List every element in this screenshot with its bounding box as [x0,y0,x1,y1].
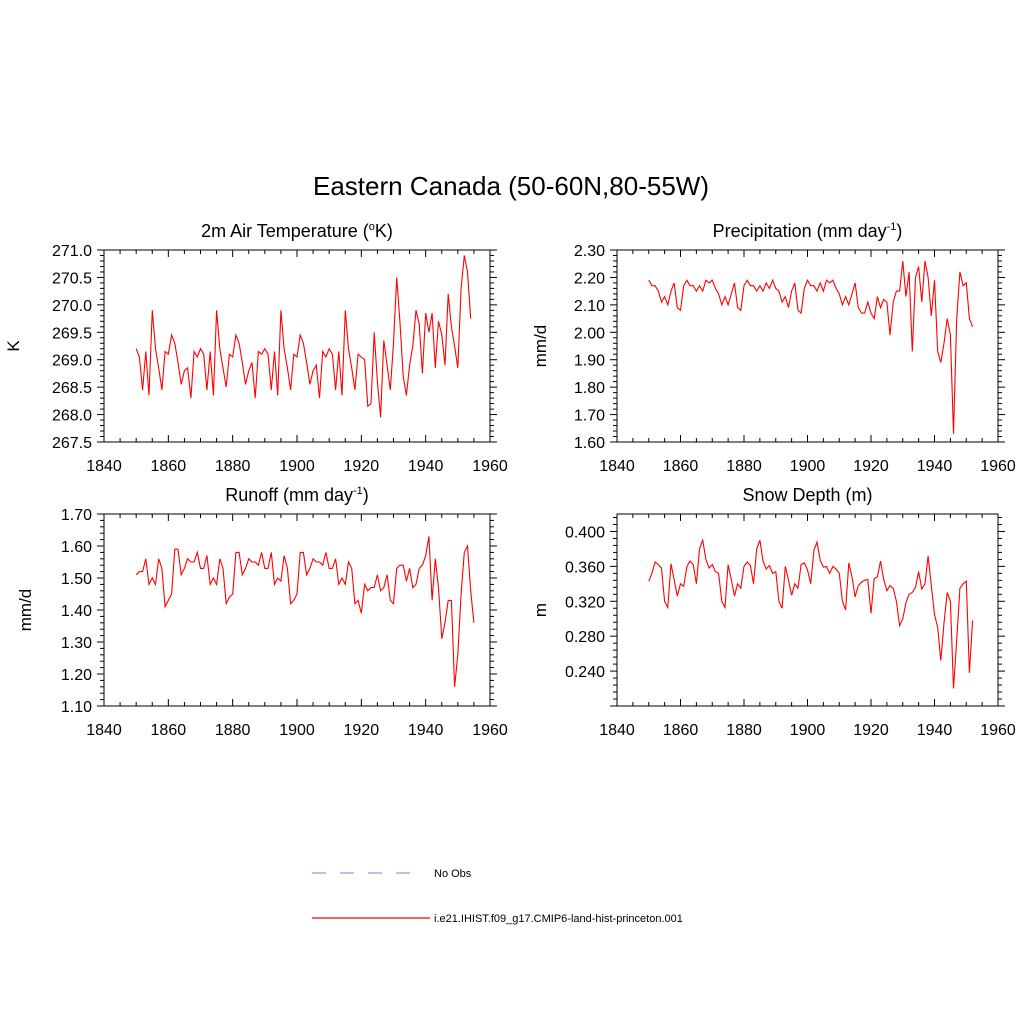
y-tick-label: 268.0 [52,408,92,425]
panel-title-air-temperature: 2m Air Temperature (oK) [201,221,393,241]
x-tick-label: 1940 [408,458,444,475]
panel-snow-depth: 1840 1860 1880 1900 1920 1940 1960 0.240 0.280 0.… [531,485,1016,739]
y-axis-label-runoff: mm/d [16,589,35,632]
plot-frame-runoff [103,513,491,707]
x-tick-label: 1900 [279,458,315,475]
series-line-precipitation [648,260,974,434]
y-tick-label: 1.70 [574,408,605,425]
y-tick-label: 1.70 [61,507,92,524]
panel-title-runoff: Runoff (mm day-1) [225,485,369,505]
y-tick-label: 0.360 [565,559,605,576]
x-tick-label: 1920 [344,722,380,739]
y-axis-label-snow-depth: m [531,603,550,617]
x-tick-label: 1960 [980,722,1016,739]
x-tick-label: 1840 [599,458,635,475]
y-tick-label: 1.40 [61,603,92,620]
panel-title-superscript: -1 [887,221,897,233]
y-tick-label: 1.50 [61,571,92,588]
plot-frame-air-temperature [103,249,491,443]
x-tick-label: 1880 [215,458,251,475]
x-tick-label: 1900 [790,458,826,475]
legend: No Obs i.e21.IHIST.f09_g17.CMIP6-land-hi… [312,868,683,925]
y-tick-label: 270.5 [52,270,92,287]
panel-title-tail: ) [363,485,369,505]
x-tick-label: 1960 [472,722,508,739]
series-line-snow-depth [648,538,974,689]
x-tick-label: 1840 [86,722,122,739]
legend-label-model-run: i.e21.IHIST.f09_g17.CMIP6-land-hist-prin… [434,913,683,925]
x-tick-label: 1920 [344,458,380,475]
y-tick-label: 268.5 [52,380,92,397]
panel-title-snow-depth: Snow Depth (m) [742,485,872,505]
panel-precipitation: 1840 1860 1880 1900 1920 1940 1960 1.60 1.70 1.80… [531,221,1016,475]
panel-title-text: 2m Air Temperature ( [201,221,369,241]
x-tick-label: 1880 [726,722,762,739]
x-tick-label: 1840 [86,458,122,475]
y-tick-label: 269.0 [52,353,92,370]
y-tick-label: 271.0 [52,243,92,260]
y-tick-label: 269.5 [52,325,92,342]
panel-title-superscript: -1 [353,485,363,497]
y-tick-label: 1.60 [574,435,605,452]
legend-label-no-obs: No Obs [434,868,472,880]
x-tick-label: 1860 [151,458,187,475]
y-tick-label: 267.5 [52,435,92,452]
y-tick-label: 0.400 [565,524,605,541]
y-axis-label-precipitation: mm/d [531,325,550,368]
x-tick-label: 1960 [472,458,508,475]
series-line-runoff [135,536,475,687]
y-tick-label: 0.320 [565,594,605,611]
x-tick-label: 1860 [663,458,699,475]
plot-frame-precipitation [616,249,999,443]
panel-title-precipitation: Precipitation (mm day-1) [713,221,903,241]
y-tick-label: 0.280 [565,629,605,646]
y-tick-label: 2.20 [574,270,605,287]
x-tick-label: 1920 [853,458,889,475]
panel-title-superscript: o [369,221,375,233]
y-tick-label: 1.10 [61,699,92,716]
x-tick-label: 1940 [917,722,953,739]
y-tick-label: 2.10 [574,298,605,315]
series-line-air-temperature [135,255,472,418]
x-tick-label: 1900 [790,722,826,739]
y-tick-label: 1.60 [61,539,92,556]
y-tick-label: 270.0 [52,298,92,315]
panel-title-tail: K) [375,221,393,241]
figure-title: Eastern Canada (50-60N,80-55W) [313,171,709,201]
x-tick-label: 1840 [599,722,635,739]
panel-air-temperature: 1840 1860 1880 1900 1920 1940 1960 267.5 268.0 26… [4,221,508,475]
y-tick-label: 1.90 [574,353,605,370]
y-axis-label-air-temperature: K [4,340,23,352]
x-tick-label: 1860 [663,722,699,739]
plot-frame-snow-depth [616,513,999,707]
x-tick-label: 1880 [215,722,251,739]
panel-title-text: Precipitation (mm day [713,221,887,241]
x-tick-label: 1900 [279,722,315,739]
y-tick-label: 0.240 [565,664,605,681]
x-tick-label: 1940 [917,458,953,475]
panel-runoff: 1840 1860 1880 1900 1920 1940 1960 1.10 1.20 1.30… [16,485,508,739]
y-tick-label: 1.80 [574,380,605,397]
x-tick-label: 1940 [408,722,444,739]
x-tick-label: 1920 [853,722,889,739]
panel-title-tail: ) [896,221,902,241]
y-tick-label: 1.30 [61,635,92,652]
x-tick-label: 1960 [980,458,1016,475]
x-tick-label: 1860 [151,722,187,739]
y-tick-label: 1.20 [61,667,92,684]
panel-title-text: Runoff (mm day [225,485,353,505]
x-tick-label: 1880 [726,458,762,475]
y-tick-label: 2.00 [574,325,605,342]
y-tick-label: 2.30 [574,243,605,260]
panel-title-text: Snow Depth (m) [742,485,872,505]
